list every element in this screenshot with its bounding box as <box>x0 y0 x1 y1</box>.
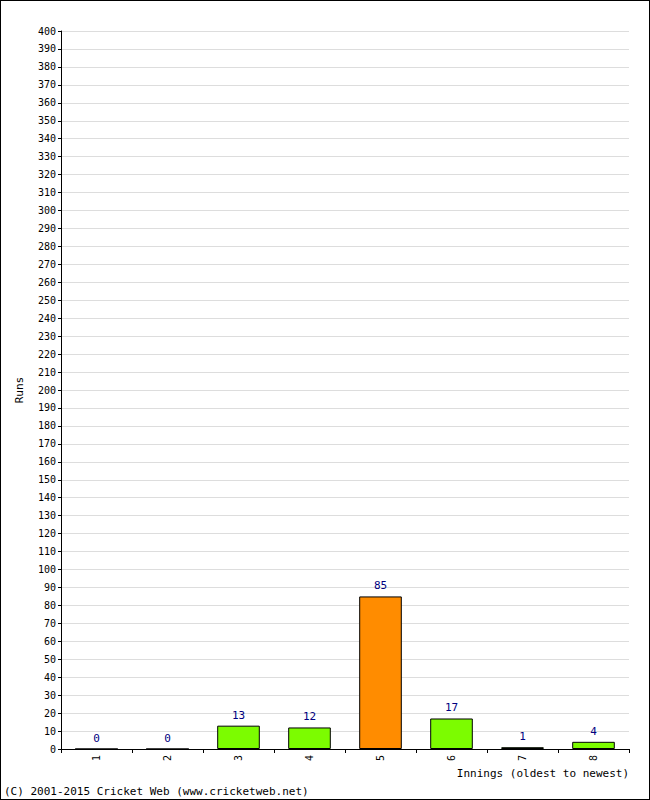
svg-text:250: 250 <box>38 295 56 306</box>
svg-text:4: 4 <box>590 725 597 738</box>
svg-text:6: 6 <box>446 755 457 761</box>
svg-text:130: 130 <box>38 510 56 521</box>
svg-text:13: 13 <box>232 709 245 722</box>
svg-text:0: 0 <box>50 744 56 755</box>
svg-text:170: 170 <box>38 438 56 449</box>
svg-text:10: 10 <box>44 726 56 737</box>
svg-text:90: 90 <box>44 582 56 593</box>
svg-text:30: 30 <box>44 690 56 701</box>
svg-text:1: 1 <box>519 730 526 743</box>
svg-text:370: 370 <box>38 79 56 90</box>
svg-text:160: 160 <box>38 456 56 467</box>
svg-text:380: 380 <box>38 61 56 72</box>
svg-text:140: 140 <box>38 492 56 503</box>
svg-text:290: 290 <box>38 223 56 234</box>
svg-text:5: 5 <box>375 755 386 761</box>
svg-text:2: 2 <box>162 755 173 761</box>
svg-text:260: 260 <box>38 277 56 288</box>
svg-text:Innings (oldest to newest): Innings (oldest to newest) <box>457 767 629 780</box>
svg-text:350: 350 <box>38 115 56 126</box>
svg-text:7: 7 <box>517 755 528 761</box>
svg-text:20: 20 <box>44 708 56 719</box>
svg-text:100: 100 <box>38 564 56 575</box>
svg-text:70: 70 <box>44 618 56 629</box>
svg-text:330: 330 <box>38 151 56 162</box>
svg-text:150: 150 <box>38 474 56 485</box>
svg-text:50: 50 <box>44 654 56 665</box>
svg-text:230: 230 <box>38 331 56 342</box>
svg-text:80: 80 <box>44 600 56 611</box>
svg-text:0: 0 <box>93 732 100 745</box>
svg-text:17: 17 <box>445 701 458 714</box>
svg-text:360: 360 <box>38 97 56 108</box>
svg-text:40: 40 <box>44 672 56 683</box>
svg-text:280: 280 <box>38 241 56 252</box>
svg-text:120: 120 <box>38 528 56 539</box>
svg-text:12: 12 <box>303 710 316 723</box>
svg-text:60: 60 <box>44 636 56 647</box>
svg-text:310: 310 <box>38 187 56 198</box>
svg-text:8: 8 <box>588 755 599 761</box>
svg-text:340: 340 <box>38 133 56 144</box>
svg-text:220: 220 <box>38 349 56 360</box>
svg-text:390: 390 <box>38 43 56 54</box>
svg-text:(C) 2001-2015 Cricket Web (www: (C) 2001-2015 Cricket Web (www.cricketwe… <box>4 785 309 798</box>
svg-text:190: 190 <box>38 402 56 413</box>
svg-text:85: 85 <box>374 579 387 592</box>
svg-text:210: 210 <box>38 367 56 378</box>
svg-text:400: 400 <box>38 26 56 37</box>
svg-text:4: 4 <box>304 755 315 761</box>
svg-text:320: 320 <box>38 169 56 180</box>
svg-text:1: 1 <box>91 755 102 761</box>
svg-text:Runs: Runs <box>13 377 26 404</box>
svg-text:0: 0 <box>164 732 171 745</box>
svg-text:3: 3 <box>233 755 244 761</box>
svg-text:200: 200 <box>38 385 56 396</box>
svg-text:240: 240 <box>38 313 56 324</box>
svg-text:180: 180 <box>38 420 56 431</box>
svg-text:270: 270 <box>38 259 56 270</box>
svg-text:110: 110 <box>38 546 56 557</box>
svg-text:300: 300 <box>38 205 56 216</box>
